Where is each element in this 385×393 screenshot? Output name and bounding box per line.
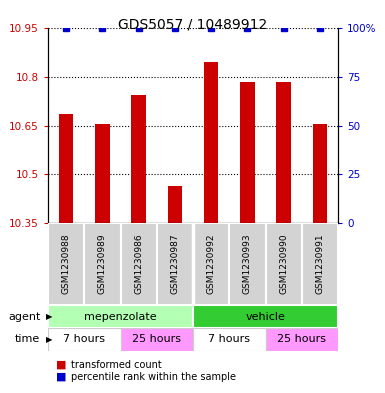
Text: percentile rank within the sample: percentile rank within the sample [71,372,236,382]
Text: ■: ■ [56,372,66,382]
Text: vehicle: vehicle [246,312,285,321]
Text: GSM1230990: GSM1230990 [279,234,288,294]
Bar [276,82,291,223]
Text: time: time [15,334,40,345]
Bar [121,223,157,305]
Bar [167,185,182,223]
Bar [157,223,193,305]
Text: 25 hours: 25 hours [277,334,326,345]
Text: 7 hours: 7 hours [63,334,105,345]
Text: agent: agent [8,312,40,321]
Text: GSM1230992: GSM1230992 [207,234,216,294]
Bar [302,223,338,305]
Text: GSM1230989: GSM1230989 [98,234,107,294]
Text: 7 hours: 7 hours [208,334,250,345]
Text: GSM1230993: GSM1230993 [243,234,252,294]
Bar [48,305,193,328]
Text: GSM1230988: GSM1230988 [62,234,70,294]
Text: GDS5057 / 10489912: GDS5057 / 10489912 [118,18,267,32]
Bar [313,124,327,223]
Bar [59,114,74,223]
Bar [95,124,110,223]
Bar [193,223,229,305]
Text: ▶: ▶ [46,312,53,321]
Text: mepenzolate: mepenzolate [84,312,157,321]
Text: transformed count: transformed count [71,360,162,370]
Text: ▶: ▶ [46,335,53,344]
Bar [48,328,121,351]
Text: GSM1230986: GSM1230986 [134,234,143,294]
Bar [240,82,254,223]
Text: GSM1230991: GSM1230991 [315,234,325,294]
Bar [121,328,193,351]
Text: GSM1230987: GSM1230987 [171,234,179,294]
Bar [229,223,266,305]
Bar [84,223,121,305]
Bar [266,328,338,351]
Bar [48,223,84,305]
Bar [204,62,218,223]
Bar [266,223,302,305]
Bar [131,95,146,223]
Text: 25 hours: 25 hours [132,334,181,345]
Bar [193,328,266,351]
Bar [193,305,338,328]
Text: ■: ■ [56,360,66,370]
